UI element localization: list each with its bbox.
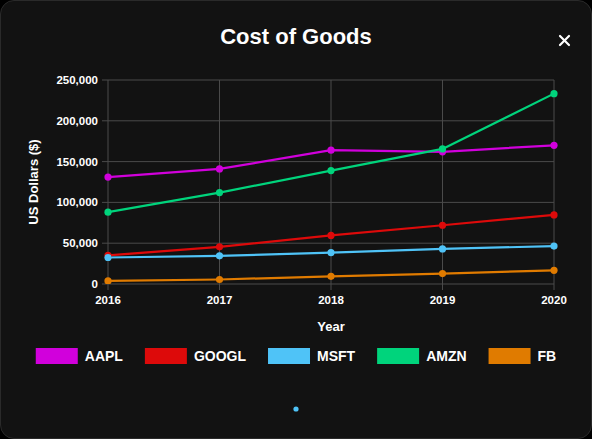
x-tick-label: 2020 [541,294,567,306]
series-line [108,270,554,281]
data-point [327,249,334,256]
data-point [104,174,111,181]
y-tick-label: 250,000 [56,74,98,86]
legend-label: MSFT [317,348,356,364]
y-tick [102,161,108,162]
y-tick [102,120,108,121]
marks [104,90,557,284]
legend-swatch [377,348,419,364]
close-button[interactable] [560,36,569,45]
legend-swatch [36,348,78,364]
data-point [104,254,111,261]
legend-label: FB [538,348,557,364]
legend-item: AMZN [377,348,466,364]
y-axis-label: US Dollars ($) [26,139,41,224]
legend-swatch [268,348,310,364]
legend-item: AAPL [36,348,124,364]
data-point [439,145,446,152]
legend-item: GOOGL [145,348,247,364]
data-point [439,245,446,252]
data-point [550,90,557,97]
pager-dot [293,406,298,411]
x-grid-line [554,80,555,284]
close-icon [560,36,569,45]
legend-item: FB [489,348,557,364]
data-point [104,209,111,216]
series-line [108,215,554,256]
chart: Cost of Goods 0 50,000 100,000 150,000 200,00… [0,0,592,439]
legend-swatch [145,348,187,364]
data-point [216,189,223,196]
x-tick [442,284,443,290]
legend-item: MSFT [268,348,356,364]
x-tick-label: 2017 [207,294,233,306]
close-icon [560,36,569,45]
data-point [550,142,557,149]
legend: AAPL GOOGL MSFT AMZN FB [36,348,556,364]
x-tick-label: 2018 [318,294,344,306]
y-tick [102,80,108,81]
legend-label: GOOGL [194,348,247,364]
x-tick [331,284,332,290]
data-point [104,277,111,284]
y-tick-label: 150,000 [56,156,98,168]
x-tick [554,284,555,290]
data-point [439,270,446,277]
data-point [216,165,223,172]
data-point [550,242,557,249]
title: Cost of Goods [220,24,372,49]
series-line [108,94,554,213]
legend-label: AMZN [426,348,466,364]
data-point [327,273,334,280]
data-point [327,147,334,154]
y-tick-label: 0 [92,278,98,290]
x-axis-label: Year [317,319,344,334]
data-point [216,252,223,259]
data-point [550,267,557,274]
legend-swatch [489,348,531,364]
x-tick-label: 2019 [430,294,456,306]
series-line [108,246,554,257]
data-point [550,211,557,218]
y-tick-label: 200,000 [56,115,98,127]
data-point [216,276,223,283]
data-point [216,243,223,250]
x-tick-label: 2016 [95,294,121,306]
x-tick [219,284,220,290]
y-tick [102,243,108,244]
y-tick [102,202,108,203]
x-grid-line [442,80,443,284]
data-point [327,167,334,174]
data-point [327,232,334,239]
data-point [439,222,446,229]
y-tick-label: 50,000 [63,237,98,249]
legend-label: AAPL [85,348,124,364]
x-tick [108,284,109,290]
y-tick-label: 100,000 [56,196,98,208]
series-line [108,145,554,177]
grid [102,80,554,290]
